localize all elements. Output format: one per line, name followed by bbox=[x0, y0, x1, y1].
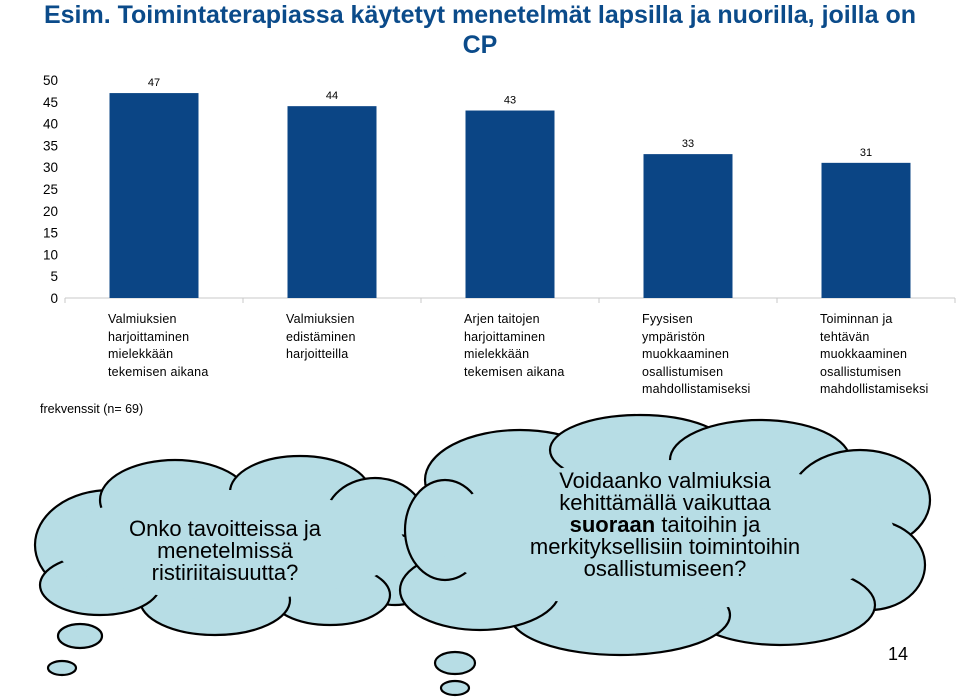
category-label-line: harjoittaminen bbox=[464, 329, 546, 344]
category-label: Valmiuksien harjoittaminen mielekkään tekem… bbox=[108, 311, 248, 381]
frequency-note: frekvenssit (n= 69) bbox=[40, 402, 144, 416]
right-cloud-line: kehittämällä vaikuttaa bbox=[559, 490, 771, 515]
left-cloud-text: Onko tavoitteissa ja menetelmissä ristir… bbox=[90, 518, 360, 584]
left-cloud-line: ristiriitaisuutta? bbox=[151, 560, 299, 585]
bar bbox=[287, 106, 377, 298]
category-label: Fyysisen ympäristön muokkaaminen osallistum… bbox=[642, 311, 782, 399]
category-label-line: mielekkään bbox=[108, 347, 174, 361]
y-tick-label: 5 bbox=[50, 269, 58, 284]
data-label: 31 bbox=[860, 147, 872, 159]
y-tick-label: 10 bbox=[43, 247, 58, 262]
bar bbox=[821, 162, 911, 298]
y-tick-label: 15 bbox=[43, 226, 58, 241]
left-cloud bbox=[33, 454, 439, 677]
category-label-line: tekemisen aikana bbox=[108, 364, 209, 379]
category-label: Valmiuksien edistäminen harjoitteilla bbox=[286, 311, 426, 364]
right-cloud-line: merkityksellisiin toimintoihin bbox=[529, 534, 801, 559]
category-label-line: mielekkään bbox=[464, 347, 530, 361]
category-label-line: ympäristön bbox=[642, 329, 706, 344]
category-label-line: osallistumisen bbox=[642, 364, 724, 379]
right-cloud-line: suoraan taitoihin ja bbox=[495, 514, 835, 536]
data-label: 33 bbox=[682, 138, 694, 150]
category-label-line: mahdollistamiseksi bbox=[642, 382, 751, 396]
page-number: 14 bbox=[888, 644, 909, 664]
bar bbox=[109, 93, 199, 298]
right-cloud-line: osallistumiseen? bbox=[583, 556, 747, 581]
y-tick-label: 50 bbox=[43, 73, 58, 88]
category-label-line: muokkaaminen bbox=[820, 347, 908, 361]
category-label: Arjen taitojen harjoittaminen mielekkään te… bbox=[464, 311, 604, 381]
emphasis-word: suoraan bbox=[569, 512, 656, 537]
page-title: Esim. Toimintaterapiassa käytetyt menete… bbox=[43, 1, 917, 59]
category-label-line: mahdollistamiseksi bbox=[820, 382, 929, 396]
right-cloud-line: Voidaanko valmiuksia bbox=[559, 468, 771, 493]
left-cloud-line: menetelmissä bbox=[157, 538, 293, 563]
y-tick-label: 0 bbox=[50, 291, 58, 306]
data-label: 47 bbox=[148, 77, 160, 89]
category-label-line: Fyysisen bbox=[642, 312, 693, 326]
category-label-line: harjoitteilla bbox=[286, 347, 349, 361]
category-label: Toiminnan ja tehtävän muokkaaminen osallist… bbox=[820, 311, 960, 399]
y-tick-label: 45 bbox=[43, 95, 58, 110]
category-label-line: Arjen taitojen bbox=[464, 312, 540, 326]
category-label-line: Valmiuksien bbox=[108, 312, 177, 326]
category-label-line: tekemisen aikana bbox=[464, 364, 565, 379]
y-tick-label: 20 bbox=[43, 204, 58, 219]
category-label-line: harjoittaminen bbox=[108, 329, 190, 344]
category-label-line: tehtävän bbox=[820, 329, 870, 344]
bar bbox=[465, 110, 555, 299]
right-cloud bbox=[398, 413, 932, 697]
category-label-line: Toiminnan ja bbox=[820, 312, 893, 326]
category-label-line: edistäminen bbox=[286, 329, 356, 344]
right-cloud-line-rest: taitoihin ja bbox=[655, 512, 761, 537]
y-tick-label: 40 bbox=[43, 117, 58, 132]
data-label: 43 bbox=[504, 95, 516, 107]
right-cloud-text: Voidaanko valmiuksia kehittämällä vaikut… bbox=[495, 470, 835, 580]
data-label: 44 bbox=[326, 90, 338, 102]
y-tick-label: 35 bbox=[43, 138, 58, 153]
y-tick-label: 25 bbox=[43, 182, 58, 197]
category-label-line: Valmiuksien bbox=[286, 312, 355, 326]
bar bbox=[643, 154, 733, 298]
y-tick-label: 30 bbox=[43, 160, 58, 175]
category-label-line: osallistumisen bbox=[820, 364, 902, 379]
bar-chart: 0 5 10 15 20 25 30 35 40 45 50 47 44 43 33 31 bbox=[43, 73, 956, 306]
category-label-line: muokkaaminen bbox=[642, 347, 730, 361]
left-cloud-line: Onko tavoitteissa ja bbox=[129, 516, 321, 541]
